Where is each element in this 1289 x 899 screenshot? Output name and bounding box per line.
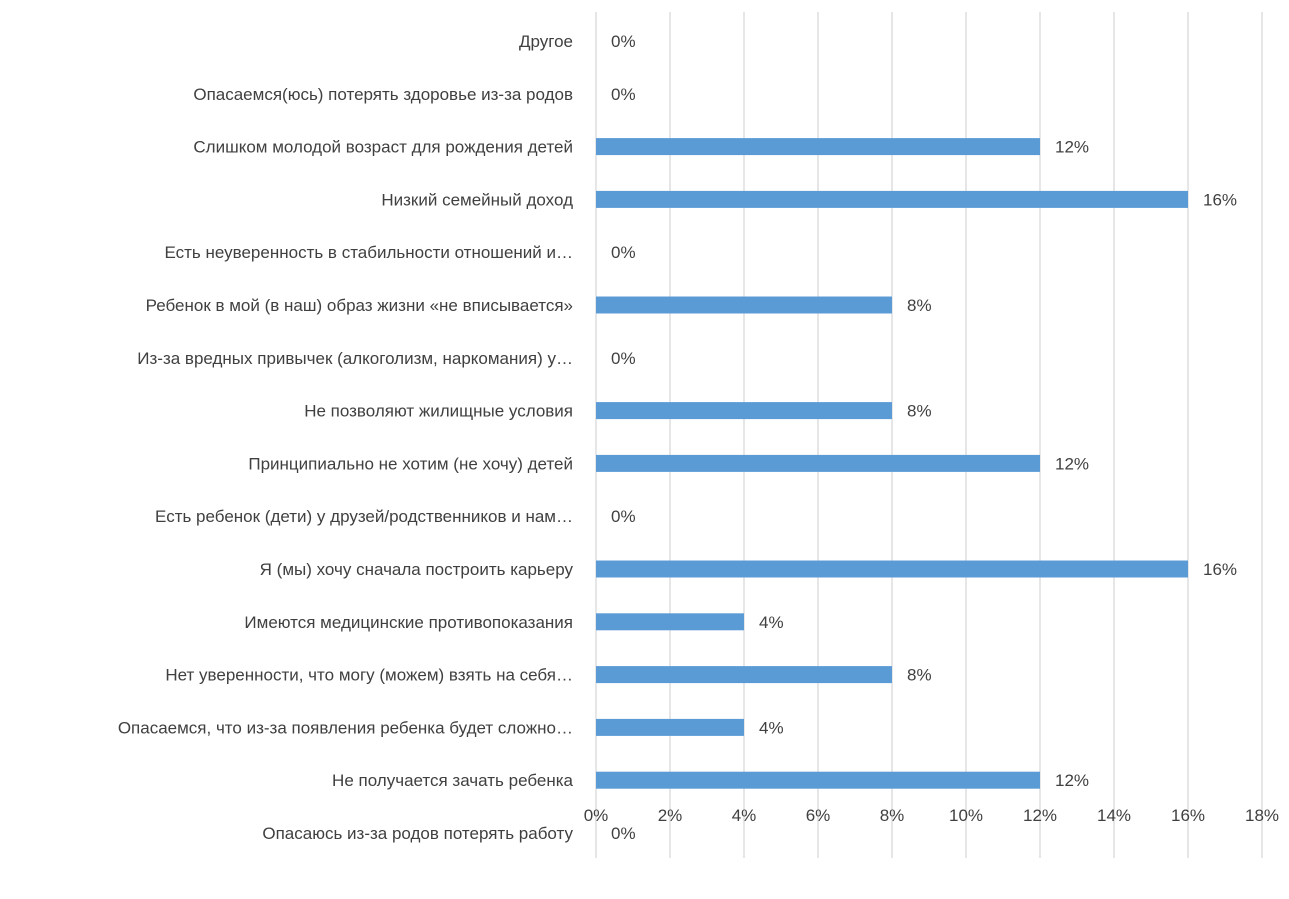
data-label: 0%	[611, 507, 636, 526]
data-label: 16%	[1203, 560, 1237, 579]
category-label: Не получается зачать ребенка	[332, 771, 573, 790]
bar	[596, 771, 1040, 789]
data-labels: 0% 0% 12% 16% 0% 8% 0% 8% 12% 0% 16% 4% 8% 4% 12% 0%	[611, 32, 1237, 843]
bar	[596, 402, 892, 420]
category-label: Опасаемся(юсь) потерять здоровье из-за р…	[193, 85, 573, 104]
data-label: 4%	[759, 613, 784, 632]
data-label: 16%	[1203, 190, 1237, 209]
x-tick-label: 12%	[1023, 806, 1057, 825]
category-label: Нет уверенности, что могу (можем) взять …	[165, 666, 573, 685]
data-label: 0%	[611, 243, 636, 262]
data-label: 0%	[611, 824, 636, 843]
bar	[596, 138, 1040, 156]
data-label: 0%	[611, 85, 636, 104]
x-tick-label: 0%	[584, 806, 609, 825]
x-tick-label: 2%	[658, 806, 683, 825]
x-tick-label: 18%	[1245, 806, 1279, 825]
x-tick-label: 8%	[880, 806, 905, 825]
category-label: Имеются медицинские противопоказания	[244, 613, 573, 632]
category-label: Низкий семейный доход	[381, 190, 573, 209]
category-label: Ребенок в мой (в наш) образ жизни «не вп…	[146, 296, 573, 315]
category-label: Не позволяют жилищные условия	[304, 402, 573, 421]
bar	[596, 718, 744, 736]
data-label: 12%	[1055, 138, 1089, 157]
data-label: 12%	[1055, 771, 1089, 790]
bar	[596, 666, 892, 684]
category-label: Опасаюсь из-за родов потерять работу	[262, 824, 573, 843]
category-label: Есть ребенок (дети) у друзей/родственник…	[155, 507, 573, 526]
x-tick-label: 4%	[732, 806, 757, 825]
x-tick-label: 6%	[806, 806, 831, 825]
bar	[596, 190, 1188, 208]
x-tick-label: 10%	[949, 806, 983, 825]
bar	[596, 296, 892, 314]
bars	[596, 138, 1188, 789]
data-label: 4%	[759, 718, 784, 737]
x-tick-label: 16%	[1171, 806, 1205, 825]
data-label: 12%	[1055, 454, 1089, 473]
category-label: Есть неуверенность в стабильности отноше…	[164, 243, 573, 262]
data-label: 8%	[907, 666, 932, 685]
x-tick-label: 14%	[1097, 806, 1131, 825]
x-axis-tick-labels: 0% 2% 4% 6% 8% 10% 12% 14% 16% 18%	[584, 806, 1279, 825]
bar	[596, 560, 1188, 578]
data-label: 8%	[907, 296, 932, 315]
category-label: Слишком молодой возраст для рождения дет…	[193, 138, 573, 157]
category-label: Другое	[519, 32, 573, 51]
category-labels: Другое Опасаемся(юсь) потерять здоровье и…	[118, 32, 574, 843]
data-label: 0%	[611, 32, 636, 51]
data-label: 0%	[611, 349, 636, 368]
bar	[596, 454, 1040, 472]
category-label: Принципиально не хотим (не хочу) детей	[248, 454, 573, 473]
category-label: Опасаемся, что из-за появления ребенка б…	[118, 718, 573, 737]
bar	[596, 613, 744, 631]
category-label: Я (мы) хочу сначала построить карьеру	[260, 560, 574, 579]
data-label: 8%	[907, 402, 932, 421]
category-label: Из-за вредных привычек (алкоголизм, нарк…	[137, 349, 573, 368]
